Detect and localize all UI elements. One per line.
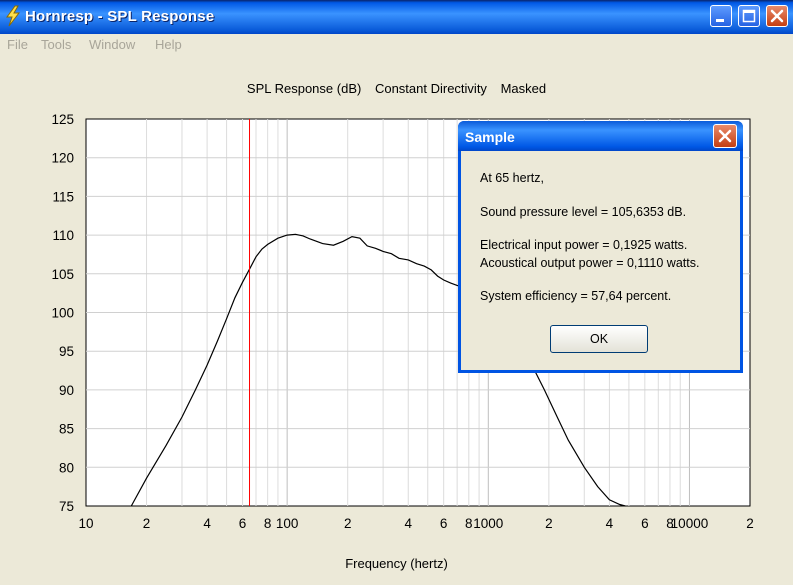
dialog-output-power-text: Acoustical output power = 0,1110 watts.: [480, 256, 700, 270]
y-tick-label: 95: [59, 344, 74, 359]
x-tick-label: 4: [606, 516, 614, 531]
y-tick-label: 80: [59, 460, 74, 475]
window-title-bar[interactable]: Hornresp - SPL Response: [0, 0, 793, 34]
dialog-title-bar[interactable]: Sample: [458, 121, 743, 151]
x-tick-label: 100: [276, 516, 299, 531]
x-axis-label: Frequency (hertz): [345, 556, 448, 571]
dialog-title: Sample: [465, 129, 515, 145]
x-tick-label: 10: [78, 516, 93, 531]
minimize-button[interactable]: [710, 5, 732, 27]
y-tick-label: 75: [59, 499, 74, 514]
dialog-close-button[interactable]: [713, 124, 737, 148]
x-tick-label: 2: [746, 516, 754, 531]
y-tick-label: 85: [59, 422, 74, 437]
x-tick-label: 6: [440, 516, 448, 531]
y-tick-label: 90: [59, 383, 74, 398]
menu-file[interactable]: File: [7, 37, 28, 52]
x-tick-label: 6: [641, 516, 649, 531]
sample-dialog: Sample At 65 hertz, Sound pressure level…: [458, 121, 743, 373]
x-tick-label: 10000: [671, 516, 709, 531]
x-tick-label: 2: [344, 516, 352, 531]
x-tick-label: 8: [465, 516, 473, 531]
dialog-body: At 65 hertz, Sound pressure level = 105,…: [461, 151, 740, 370]
x-tick-label: 2: [143, 516, 151, 531]
dialog-frequency-text: At 65 hertz,: [480, 171, 544, 185]
y-tick-label: 110: [52, 228, 74, 243]
close-button[interactable]: [766, 5, 788, 27]
y-tick-label: 105: [51, 267, 74, 282]
y-tick-label: 125: [51, 112, 74, 127]
menu-tools[interactable]: Tools: [41, 37, 72, 52]
menu-bar: File Tools Window Help: [0, 34, 793, 54]
y-tick-label: 120: [51, 151, 74, 166]
window-title: Hornresp - SPL Response: [25, 8, 215, 25]
y-tick-label: 115: [52, 189, 74, 204]
lightning-icon: [4, 5, 22, 27]
dialog-input-power-text: Electrical input power = 0,1925 watts.: [480, 238, 688, 252]
chart-title: SPL Response (dB) Constant Directivity M…: [0, 81, 793, 96]
ok-button[interactable]: OK: [550, 325, 648, 353]
maximize-button[interactable]: [738, 5, 760, 27]
x-tick-label: 8: [264, 516, 272, 531]
x-tick-label: 1000: [473, 516, 503, 531]
chart-title-directivity: Constant Directivity: [374, 81, 487, 96]
dialog-spl-text: Sound pressure level = 105,6353 dB.: [480, 205, 687, 219]
x-tick-label: 8: [666, 516, 674, 531]
y-tick-label: 100: [51, 306, 74, 321]
chart-title-measure: SPL Response (dB): [246, 81, 362, 96]
x-tick-label: 2: [545, 516, 553, 531]
x-tick-label: 4: [203, 516, 211, 531]
dialog-efficiency-text: System efficiency = 57,64 percent.: [480, 289, 672, 303]
x-tick-label: 4: [404, 516, 412, 531]
x-tick-label: 6: [239, 516, 247, 531]
chart-title-mask: Masked: [500, 81, 547, 96]
menu-window[interactable]: Window: [89, 37, 136, 52]
menu-help[interactable]: Help: [155, 37, 182, 52]
